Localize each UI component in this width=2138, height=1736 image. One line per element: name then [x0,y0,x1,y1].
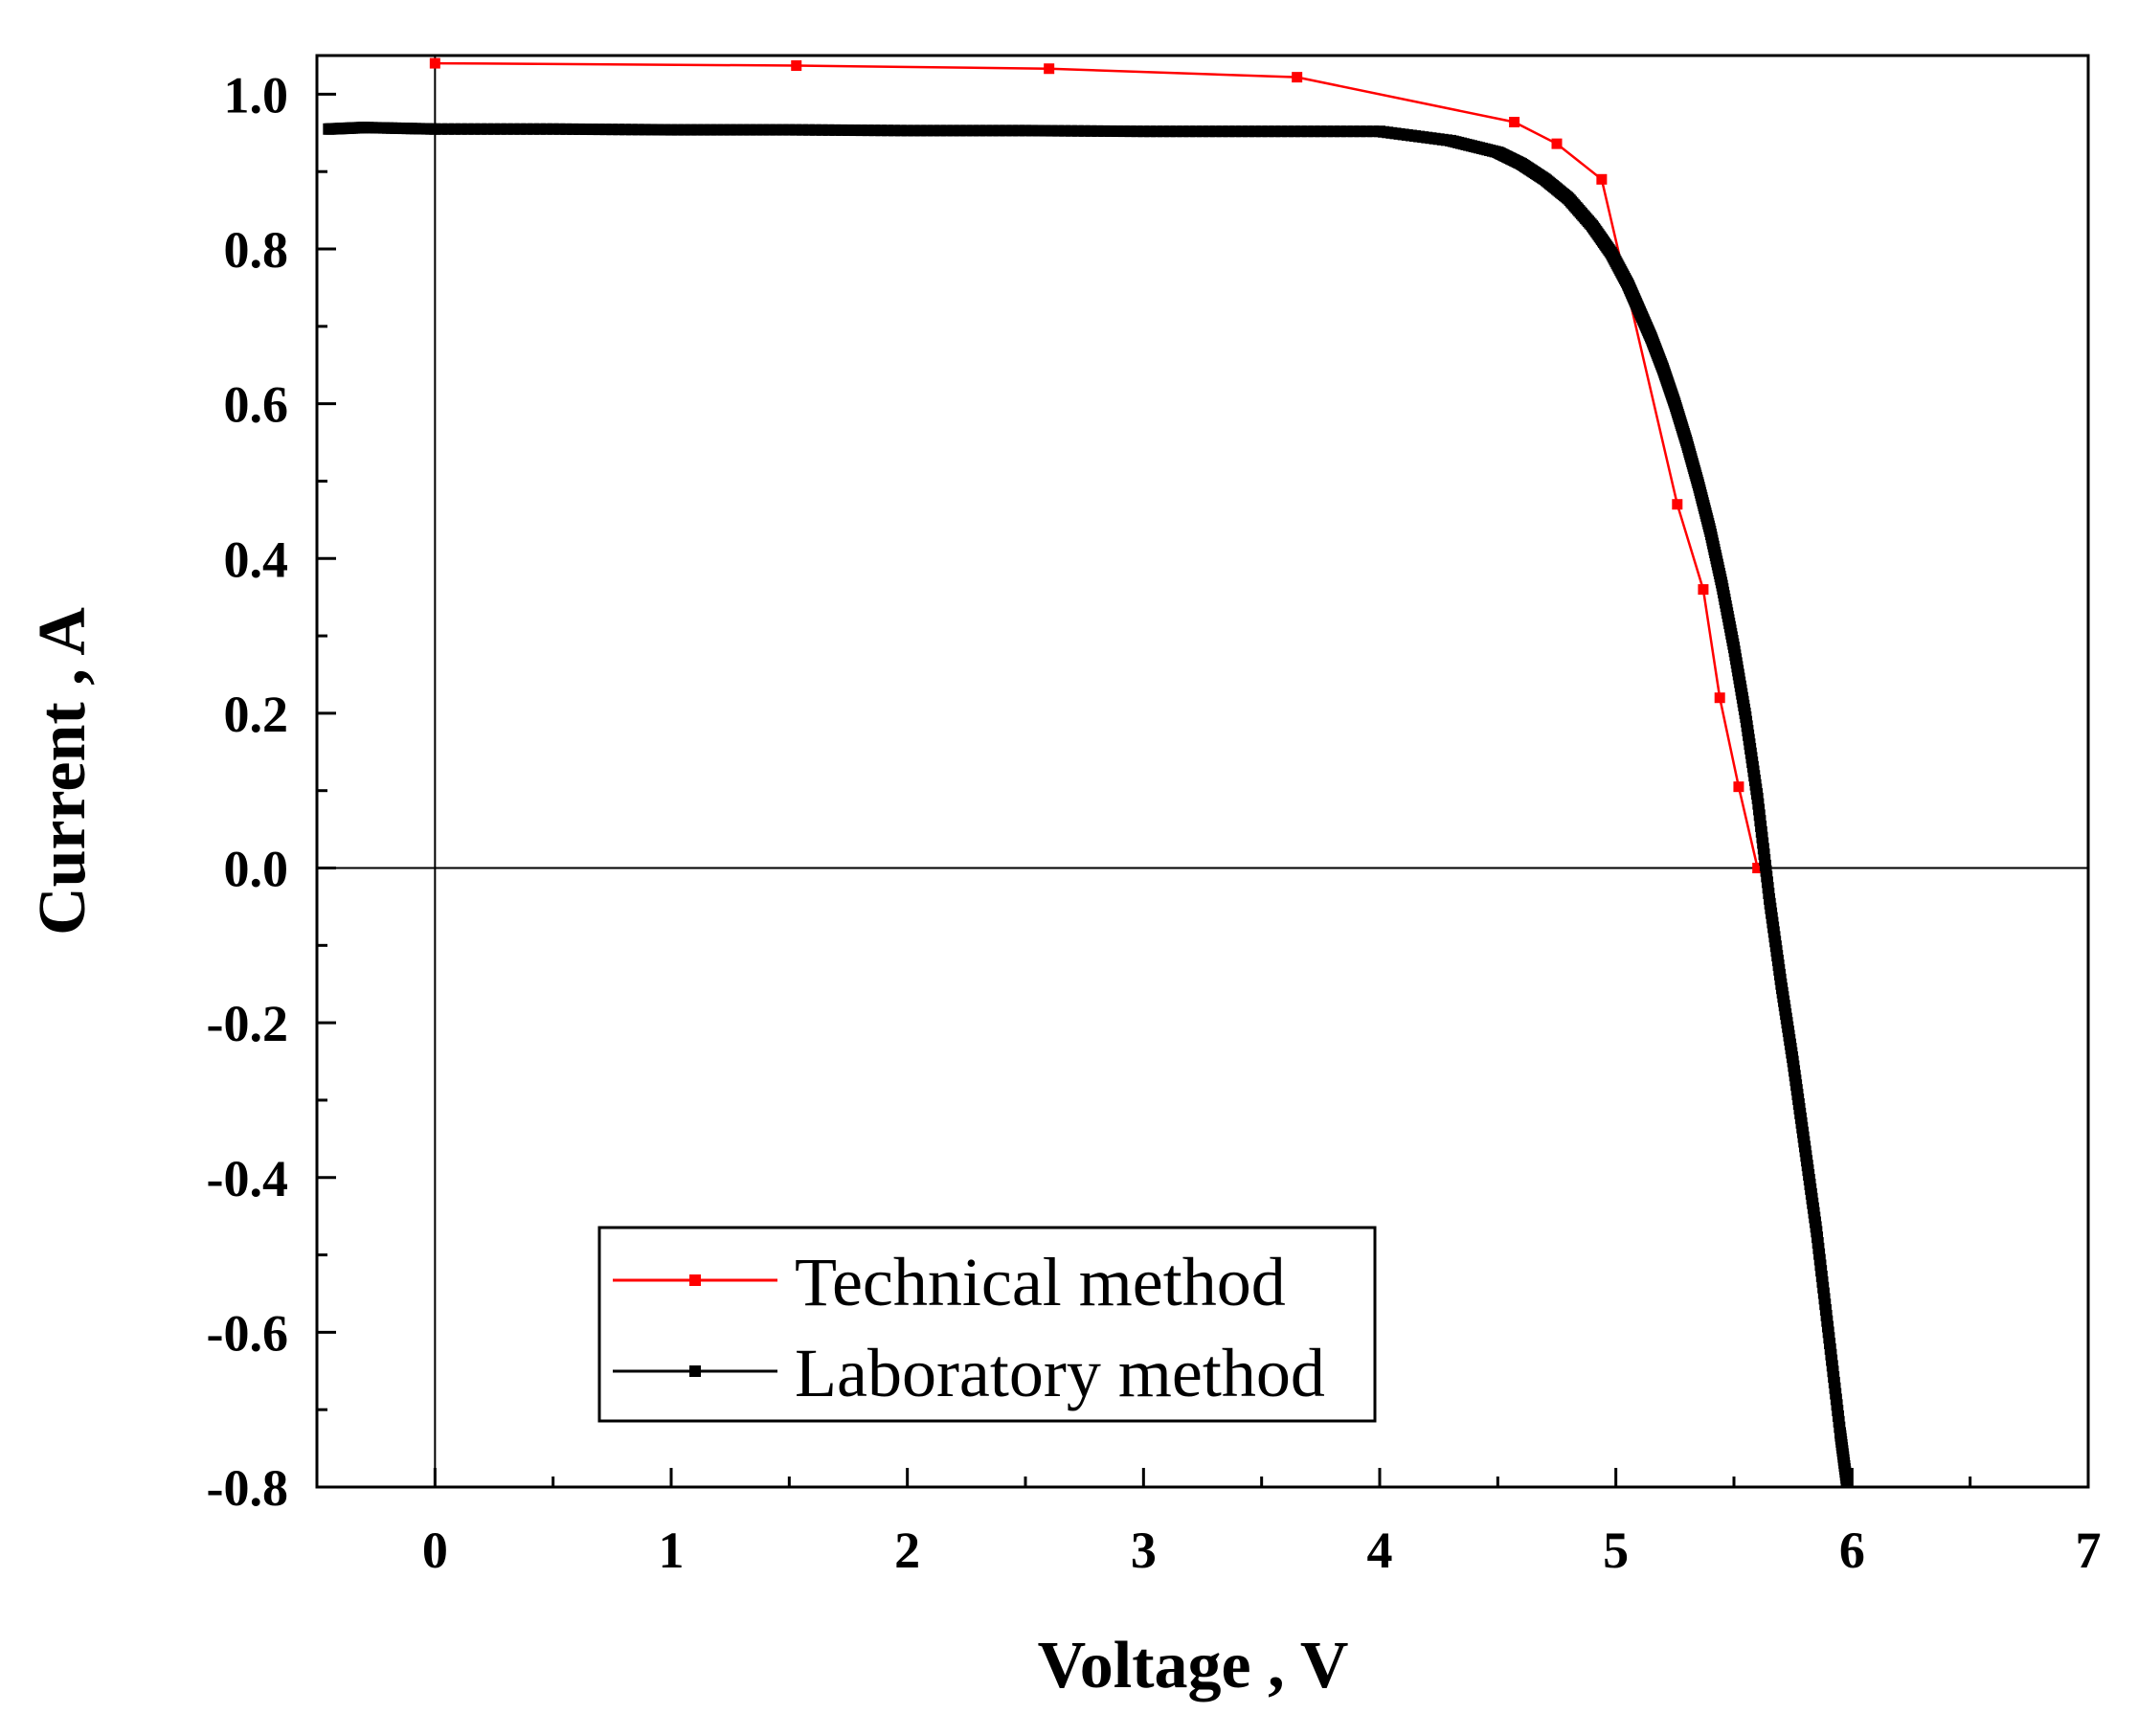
legend-marker-laboratory-method [689,1365,701,1377]
legend-label-laboratory-method: Laboratory method [795,1335,1325,1411]
legend-item-technical-method: Technical method [613,1244,1286,1320]
x-tick-label: 2 [894,1522,920,1579]
data-point-technical-method [1733,781,1744,793]
data-point-technical-method [1509,116,1520,127]
legend-label-technical-method: Technical method [795,1244,1286,1320]
y-tick-label: 1.0 [224,66,289,124]
y-tick-label: -0.2 [207,995,288,1052]
y-tick-label: 0.2 [224,686,289,743]
data-point-technical-method [429,57,440,69]
y-tick-label: 0.8 [224,221,289,279]
plot-frame [315,54,2090,1489]
data-point-technical-method [1044,63,1055,75]
y-axis-title: Current , A [26,607,100,936]
data-point-technical-method [1292,72,1303,83]
x-tick-label: 3 [1131,1522,1157,1579]
x-tick-label: 1 [659,1522,685,1579]
series-line-technical-method [435,61,1759,868]
data-point-technical-method [1596,173,1608,185]
legend-marker-technical-method [689,1274,701,1286]
y-tick-label: 0.0 [224,841,289,898]
data-point-technical-method [1698,584,1709,596]
y-tick-label: -0.6 [207,1304,288,1362]
data-point-laboratory-method [1841,1481,1854,1487]
legend-box [597,1226,1377,1423]
x-tick-label: 7 [2076,1522,2102,1579]
series-laboratory-method [323,122,1854,1487]
y-tick-label: 0.6 [224,376,289,434]
legend-item-laboratory-method: Laboratory method [613,1335,1325,1411]
x-tick-label: 4 [1367,1522,1393,1579]
data-point-technical-method [791,60,802,72]
data-point-technical-method [1714,692,1725,704]
series-technical-method [429,57,1764,874]
x-tick-label: 0 [422,1522,448,1579]
data-point-technical-method [1672,499,1683,510]
y-tick-label: -0.4 [207,1150,288,1207]
x-axis-title: Voltage , V [1038,1629,1349,1702]
x-tick-label: 5 [1603,1522,1629,1579]
x-tick-label: 6 [1839,1522,1865,1579]
data-point-technical-method [1551,138,1563,149]
y-tick-label: 0.4 [224,530,289,588]
series-clip-group [323,57,1854,1487]
y-tick-label: -0.8 [207,1459,288,1517]
data-point-technical-method [1752,863,1764,874]
